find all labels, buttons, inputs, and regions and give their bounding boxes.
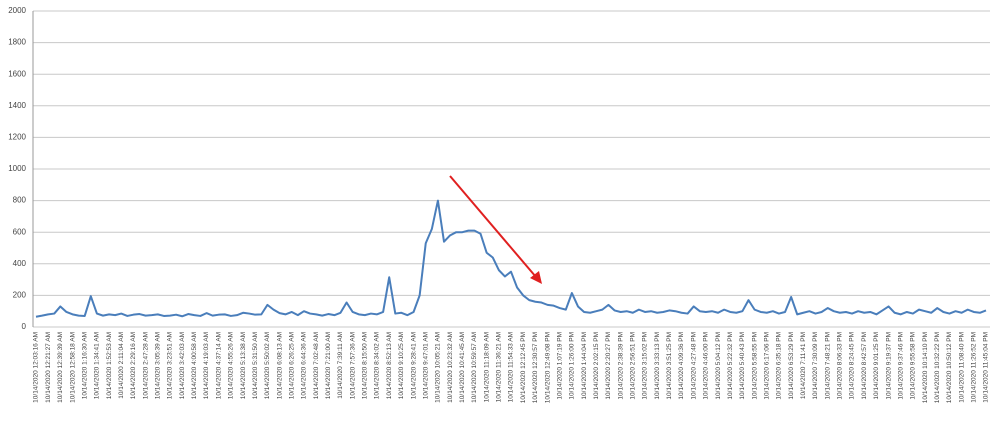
x-tick-label: 10/14/2020 1:26:00 PM [569, 332, 576, 400]
x-tick-label: 10/14/2020 6:35:18 PM [776, 332, 783, 400]
x-tick-label: 10/14/2020 7:02:48 AM [313, 332, 320, 399]
x-tick-label: 10/14/2020 12:39:39 AM [57, 332, 64, 403]
x-tick-label: 10/14/2020 11:54:33 AM [508, 332, 515, 402]
x-tick-label: 10/14/2020 8:42:57 PM [861, 332, 868, 400]
x-tick-label: 10/14/2020 3:05:39 AM [155, 332, 162, 399]
x-tick-label: 10/14/2020 9:55:58 PM [910, 332, 917, 400]
x-tick-label: 10/14/2020 3:23:51 AM [167, 332, 174, 399]
x-tick-label: 10/14/2020 6:44:36 AM [301, 332, 308, 399]
x-tick-label: 10/14/2020 4:55:26 AM [228, 332, 235, 399]
x-tick-label: 10/14/2020 5:04:12 PM [715, 332, 722, 400]
x-tick-label: 10/14/2020 12:58:18 AM [69, 332, 76, 403]
x-tick-label: 10/14/2020 9:37:46 PM [897, 332, 904, 400]
x-tick-label: 10/14/2020 2:38:39 PM [617, 332, 624, 400]
x-tick-label: 10/14/2020 6:08:13 AM [276, 332, 283, 399]
x-tick-label: 10/14/2020 5:22:32 PM [727, 332, 734, 400]
x-tick-label: 10/14/2020 7:39:11 AM [337, 332, 344, 399]
x-tick-label: 10/14/2020 12:12:45 PM [520, 332, 527, 403]
x-tick-label: 10/14/2020 10:14:10 PM [922, 332, 929, 403]
x-tick-label: 10/14/2020 2:20:27 PM [605, 332, 612, 400]
x-tick-label: 10/14/2020 12:30:57 PM [532, 332, 539, 403]
x-tick-label: 10/14/2020 4:27:48 PM [690, 332, 697, 400]
y-tick-label: 1000 [8, 164, 26, 173]
y-tick-label: 800 [13, 196, 27, 205]
x-tick-label: 10/14/2020 4:09:36 PM [678, 332, 685, 400]
x-tick-label: 10/14/2020 4:00:58 AM [191, 332, 198, 399]
x-tick-label: 10/14/2020 12:03:16 AM [33, 332, 40, 403]
x-tick-label: 10/14/2020 8:06:33 PM [837, 332, 844, 400]
data-line [35, 199, 987, 318]
x-tick-label: 10/14/2020 5:50:02 AM [264, 332, 271, 399]
y-tick-label: 1800 [8, 38, 26, 47]
x-tick-label: 10/14/2020 9:19:37 PM [885, 332, 892, 400]
x-tick-label: 10/14/2020 5:13:38 AM [240, 332, 247, 399]
x-tick-label: 10/14/2020 10:50:12 PM [946, 332, 953, 403]
x-tick-label: 10/14/2020 11:36:21 AM [496, 332, 503, 402]
x-tick-label: 10/14/2020 11:26:52 PM [971, 332, 978, 403]
x-tick-label: 10/14/2020 5:40:43 PM [739, 332, 746, 400]
y-tick-label: 200 [13, 291, 27, 300]
x-tick-label: 10/14/2020 9:28:41 AM [410, 332, 417, 399]
x-tick-label: 10/14/2020 8:34:02 AM [374, 332, 381, 399]
x-tick-label: 10/14/2020 11:45:04 PM [983, 332, 990, 403]
x-tick-label: 10/14/2020 1:44:04 PM [581, 332, 588, 400]
x-tick-label: 10/14/2020 4:37:14 AM [215, 332, 222, 399]
x-tick-label: 10/14/2020 4:46:00 PM [703, 332, 710, 400]
x-tick-label: 10/14/2020 6:17:06 PM [763, 332, 770, 400]
x-tick-label: 10/14/2020 10:05:21 AM [435, 332, 442, 403]
arrow-head [530, 271, 542, 284]
y-tick-label: 1400 [8, 101, 26, 110]
x-tick-label: 10/14/2020 10:23:32 AM [447, 332, 454, 403]
x-tick-label: 10/14/2020 2:11:04 AM [118, 332, 125, 399]
x-tick-label: 10/14/2020 9:10:25 AM [398, 332, 405, 399]
x-tick-label: 10/14/2020 9:01:25 PM [873, 332, 880, 400]
x-tick-label: 10/14/2020 11:18:09 AM [483, 332, 490, 402]
x-tick-label: 10/14/2020 10:59:57 AM [471, 332, 478, 403]
x-tick-label: 10/14/2020 1:52:53 AM [106, 332, 113, 399]
y-tick-label: 1200 [8, 133, 26, 142]
y-tick-label: 400 [13, 259, 27, 268]
y-tick-label: 600 [13, 227, 27, 236]
x-tick-label: 10/14/2020 1:07:19 PM [556, 332, 563, 400]
x-tick-label: 10/14/2020 3:15:02 PM [642, 332, 649, 400]
x-tick-label: 10/14/2020 9:47:01 AM [422, 332, 429, 399]
x-tick-label: 10/14/2020 2:56:51 PM [630, 332, 637, 400]
x-tick-label: 10/14/2020 12:21:27 AM [45, 332, 52, 403]
x-tick-label: 10/14/2020 10:41:45 AM [459, 332, 466, 403]
x-tick-label: 10/14/2020 7:57:36 AM [349, 332, 356, 399]
x-tick-label: 10/14/2020 12:49:08 PM [544, 332, 551, 403]
x-tick-label: 10/14/2020 4:19:03 AM [203, 332, 210, 399]
y-tick-label: 1600 [8, 69, 26, 78]
x-tick-label: 10/14/2020 6:53:29 PM [788, 332, 795, 400]
x-tick-label: 10/14/2020 2:29:16 AM [130, 332, 137, 399]
x-tick-label: 10/14/2020 7:48:21 PM [824, 332, 831, 400]
y-tick-label: 0 [22, 322, 27, 331]
x-tick-label: 10/14/2020 10:32:22 PM [934, 332, 941, 403]
x-tick-label: 10/14/2020 5:31:50 AM [252, 332, 259, 399]
x-tick-label: 10/14/2020 8:15:50 AM [362, 332, 369, 399]
x-tick-label: 10/14/2020 8:24:45 PM [849, 332, 856, 400]
x-tick-label: 10/14/2020 7:11:41 PM [800, 332, 807, 399]
y-tick-label: 2000 [8, 6, 26, 15]
x-tick-label: 10/14/2020 3:33:13 PM [654, 332, 661, 400]
annotation-arrow [449, 175, 537, 278]
x-tick-label: 10/14/2020 11:08:40 PM [958, 332, 965, 403]
x-tick-label: 10/14/2020 5:58:55 PM [751, 332, 758, 400]
x-tick-label: 10/14/2020 6:26:25 AM [288, 332, 295, 399]
x-tick-label: 10/14/2020 3:42:03 AM [179, 332, 186, 399]
x-tick-label: 10/14/2020 8:52:13 AM [386, 332, 393, 399]
x-tick-label: 10/14/2020 7:30:09 PM [812, 332, 819, 400]
x-tick-label: 10/14/2020 2:47:28 AM [142, 332, 149, 399]
x-tick-label: 10/14/2020 2:02:15 PM [593, 332, 600, 400]
x-tick-label: 10/14/2020 3:51:25 PM [666, 332, 673, 400]
x-tick-label: 10/14/2020 7:21:00 AM [325, 332, 332, 399]
x-tick-label: 10/14/2020 1:16:30 AM [81, 332, 88, 399]
x-tick-label: 10/14/2020 1:34:41 AM [94, 332, 101, 399]
